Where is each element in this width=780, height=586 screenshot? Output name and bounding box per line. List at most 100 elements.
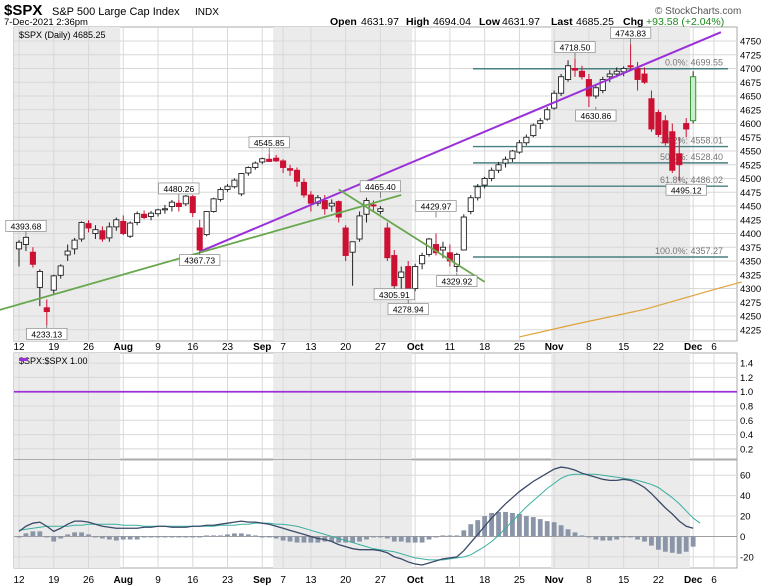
chg-label: Chg xyxy=(623,16,643,28)
candle-body xyxy=(238,173,245,195)
candle-body xyxy=(516,142,523,153)
macd-histogram-bar xyxy=(211,535,216,537)
fib-level-label: 61.8%: 4486.02 xyxy=(660,175,723,185)
open-value: 4631.97 xyxy=(361,16,399,28)
date-tick-label-bottom: 12 xyxy=(13,575,25,586)
date-tick-label-bottom: Nov xyxy=(545,575,564,586)
candle-body xyxy=(384,227,391,259)
candle-body xyxy=(377,208,384,212)
price-tick-label: 4700 xyxy=(740,64,761,75)
price-tick-label: 4550 xyxy=(740,147,761,158)
candle-body xyxy=(648,98,655,130)
price-tick-label: 4475 xyxy=(740,188,761,199)
annotation-label: 4278.94 xyxy=(393,305,424,315)
macd-histogram-bar xyxy=(426,536,432,540)
candle-body xyxy=(620,68,627,73)
candle-body xyxy=(509,150,516,160)
date-tick-label-top: 19 xyxy=(48,342,60,353)
macd-histogram-bar xyxy=(336,536,342,543)
macd-histogram-bar xyxy=(197,536,203,538)
macd-histogram-bar xyxy=(371,536,376,538)
candle-body xyxy=(676,153,683,166)
candle-body xyxy=(412,266,419,289)
macd-histogram-bar xyxy=(72,532,77,537)
index-name: S&P 500 Large Cap Index xyxy=(52,6,180,18)
macd-histogram-bar xyxy=(558,525,564,537)
macd-histogram-bar xyxy=(496,511,501,537)
date-tick-label-bottom: 19 xyxy=(48,575,60,586)
fib-level-label: 50.0%: 4528.40 xyxy=(660,152,723,162)
date-tick-label-bottom: Aug xyxy=(114,575,133,586)
macd-histogram-bar xyxy=(183,536,189,538)
price-plot: 0.0%: 4699.55 38.2%: 4558.01 50.0%: 4528.4… xyxy=(0,26,742,340)
macd-histogram-bar xyxy=(280,536,286,541)
candle-body xyxy=(655,112,662,135)
candle-body xyxy=(662,120,669,144)
candle-body xyxy=(161,208,169,211)
exchange: INDX xyxy=(195,7,219,18)
candle-body xyxy=(189,196,196,214)
ohlc-summary: Open 4631.97 High 4694.04 Low 4631.97 La… xyxy=(330,16,724,28)
candle-body xyxy=(613,70,620,75)
watermark: © StockCharts.com xyxy=(655,6,741,17)
price-tick-label: 4750 xyxy=(740,37,761,48)
fib-level-label: 100.0%: 4357.27 xyxy=(655,246,723,256)
annotation-label: 4429.97 xyxy=(421,202,452,212)
candle-body xyxy=(467,197,474,212)
macd-histogram-bar xyxy=(301,536,307,543)
macd-histogram-bar xyxy=(412,536,418,543)
candle-body xyxy=(370,204,377,207)
price-tick-label: 4275 xyxy=(740,298,761,309)
date-tick-label-top: 23 xyxy=(222,342,234,353)
candle-body xyxy=(502,158,509,164)
macd-histogram-bar xyxy=(273,536,279,539)
annotation-box xyxy=(554,41,596,53)
candle-body xyxy=(224,185,231,190)
macd-histogram-bar xyxy=(93,536,98,538)
macd-histogram-bar xyxy=(378,536,383,538)
ratio-tick-label: 1.2 xyxy=(740,373,753,384)
macd-histogram-bar xyxy=(308,536,314,543)
macd-histogram-bar xyxy=(405,536,411,543)
candle-body xyxy=(99,230,106,240)
date-tick-label-bottom: 16 xyxy=(187,575,199,586)
date-tick-label-top: Aug xyxy=(114,342,133,353)
candle-body xyxy=(690,76,697,122)
macd-histogram-bar xyxy=(530,517,536,537)
date-tick-label-bottom: 6 xyxy=(711,575,717,586)
annotation-box xyxy=(610,26,652,39)
candle-body xyxy=(147,212,155,217)
macd-histogram-bar xyxy=(628,536,633,538)
candle-body xyxy=(530,124,537,137)
candle-body xyxy=(592,87,599,97)
candle-body xyxy=(606,73,613,78)
ratio-tick-label: 0.2 xyxy=(740,444,753,455)
macd-histogram-bar xyxy=(642,536,647,542)
ratio-tick-label: 1.0 xyxy=(740,387,753,398)
annotation-box xyxy=(373,288,415,301)
macd-histogram-bar xyxy=(662,536,668,552)
candle-body xyxy=(544,109,551,120)
price-tick-label: 4350 xyxy=(740,257,761,268)
date-tick-label-bottom: 26 xyxy=(83,575,95,586)
macd-histogram-bar xyxy=(169,536,175,538)
candle-body xyxy=(182,195,189,205)
macd-histogram-bar xyxy=(391,536,397,542)
price-tick-label: 4500 xyxy=(740,174,761,185)
candle-body xyxy=(391,255,398,287)
annotation-box xyxy=(359,180,401,193)
candle-body xyxy=(293,169,301,182)
annotation-label: 4630.86 xyxy=(580,111,611,121)
macd-histogram-bar xyxy=(350,536,355,543)
macd-histogram-bar xyxy=(357,536,362,542)
price-tick-label: 4325 xyxy=(740,270,761,281)
ratio-legend: $SPX:$SPX 1.00 xyxy=(19,356,88,366)
macd-histogram-bar xyxy=(649,536,654,546)
candle-body xyxy=(210,198,217,212)
fib-level-label: 38.2%: 4558.01 xyxy=(660,136,723,146)
annotation-box xyxy=(415,200,457,212)
date-tick-label-top: 9 xyxy=(155,342,161,353)
macd-histogram-bar xyxy=(106,536,112,540)
price-tick-label: 4575 xyxy=(740,133,761,144)
